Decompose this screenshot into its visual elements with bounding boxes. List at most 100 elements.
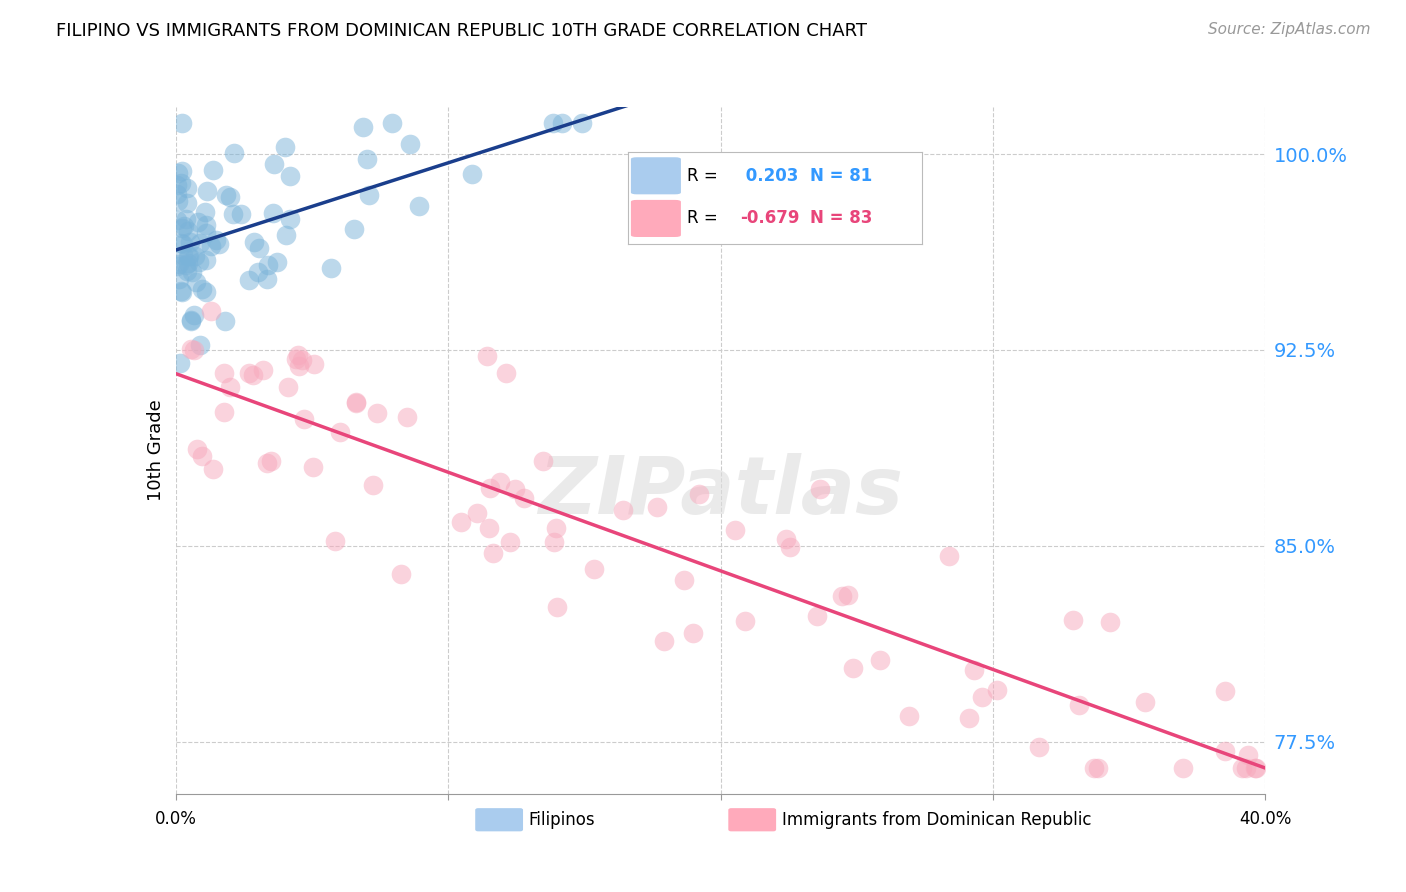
Point xyxy=(499,535,522,549)
Point xyxy=(208,237,231,252)
Point xyxy=(541,116,564,130)
Text: R =: R = xyxy=(686,167,723,185)
Point xyxy=(1234,761,1257,775)
Point xyxy=(284,352,307,367)
Point xyxy=(489,475,512,489)
Point xyxy=(806,609,828,624)
Point xyxy=(465,506,488,520)
Point xyxy=(481,546,503,560)
Point xyxy=(176,249,198,263)
Point xyxy=(898,708,921,723)
Point xyxy=(212,404,235,418)
Text: Source: ZipAtlas.com: Source: ZipAtlas.com xyxy=(1208,22,1371,37)
Point xyxy=(531,454,554,468)
Point xyxy=(183,308,205,322)
Point xyxy=(188,235,211,250)
Point xyxy=(190,449,212,463)
Point xyxy=(356,153,378,167)
Point xyxy=(343,221,366,235)
Point xyxy=(652,634,675,648)
Text: R =: R = xyxy=(686,210,723,227)
Point xyxy=(202,162,225,177)
Point xyxy=(323,534,346,549)
Point xyxy=(177,249,200,263)
Point xyxy=(262,206,284,220)
Point xyxy=(266,254,288,268)
Point xyxy=(551,116,574,130)
Text: -0.679: -0.679 xyxy=(740,210,799,227)
Text: Filipinos: Filipinos xyxy=(529,811,595,829)
Point xyxy=(180,313,202,327)
Point xyxy=(263,157,285,171)
Point xyxy=(775,532,797,546)
Point xyxy=(352,120,374,135)
Point xyxy=(190,281,212,295)
Point xyxy=(366,406,388,420)
Point xyxy=(172,248,194,262)
Point xyxy=(180,342,202,356)
Point xyxy=(194,252,217,267)
Point xyxy=(277,380,299,394)
Point xyxy=(176,181,198,195)
Point xyxy=(200,303,222,318)
Point xyxy=(180,265,202,279)
Text: Immigrants from Dominican Republic: Immigrants from Dominican Republic xyxy=(782,811,1091,829)
Point xyxy=(1215,744,1237,758)
Point xyxy=(176,195,198,210)
Point xyxy=(247,265,270,279)
Point xyxy=(260,454,283,468)
Point xyxy=(188,338,211,352)
Text: N = 81: N = 81 xyxy=(810,167,873,185)
Point xyxy=(252,363,274,377)
Point xyxy=(1213,684,1236,698)
Point xyxy=(166,187,188,202)
Point xyxy=(869,653,891,667)
Text: FILIPINO VS IMMIGRANTS FROM DOMINICAN REPUBLIC 10TH GRADE CORRELATION CHART: FILIPINO VS IMMIGRANTS FROM DOMINICAN RE… xyxy=(56,22,868,40)
Point xyxy=(682,626,704,640)
Point xyxy=(808,482,831,496)
Text: ZIPatlas: ZIPatlas xyxy=(538,452,903,531)
Point xyxy=(167,166,190,180)
FancyBboxPatch shape xyxy=(631,200,681,237)
Point xyxy=(278,169,301,184)
Point xyxy=(938,549,960,564)
Point xyxy=(546,521,568,535)
Point xyxy=(1069,698,1091,712)
Point xyxy=(176,263,198,277)
Point xyxy=(166,194,188,209)
Point xyxy=(205,233,228,247)
Point xyxy=(212,366,235,380)
Point xyxy=(201,461,224,475)
Point xyxy=(723,523,745,537)
Point xyxy=(186,442,208,457)
Point xyxy=(183,249,205,263)
Point xyxy=(571,116,593,130)
Point xyxy=(837,589,859,603)
Point xyxy=(1028,739,1050,754)
Point xyxy=(194,285,217,300)
Point xyxy=(396,409,419,424)
Point xyxy=(214,314,236,328)
Point xyxy=(194,205,217,219)
Point xyxy=(645,500,668,514)
Point xyxy=(177,224,200,238)
Point xyxy=(287,348,309,362)
Point xyxy=(344,395,367,409)
Point xyxy=(1237,748,1260,763)
Point xyxy=(779,540,801,554)
Point xyxy=(381,116,404,130)
Point xyxy=(461,167,484,181)
Point xyxy=(273,139,295,153)
Point xyxy=(361,478,384,492)
Point xyxy=(1171,761,1194,775)
Point xyxy=(231,207,253,221)
Point xyxy=(242,368,264,382)
Point xyxy=(224,146,246,161)
Point xyxy=(222,207,245,221)
Point xyxy=(1232,761,1254,775)
Point xyxy=(172,116,194,130)
Point xyxy=(287,359,309,373)
Point xyxy=(304,357,326,371)
Point xyxy=(963,663,986,677)
Point xyxy=(292,412,315,426)
